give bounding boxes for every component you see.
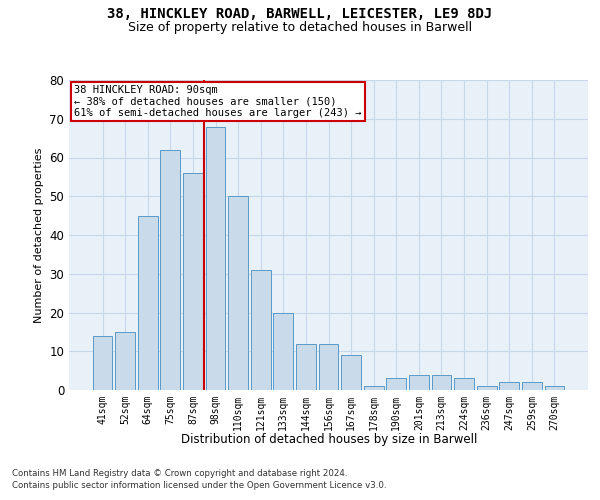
Bar (341, 355, 361, 390)
Bar (206, 126, 226, 390)
Bar (364, 386, 383, 390)
Bar (454, 378, 474, 390)
Bar (183, 173, 203, 390)
Bar (138, 216, 158, 390)
Bar (160, 150, 180, 390)
Bar (319, 344, 338, 390)
Text: Distribution of detached houses by size in Barwell: Distribution of detached houses by size … (181, 432, 477, 446)
Bar (431, 374, 451, 390)
Bar (274, 312, 293, 390)
Y-axis label: Number of detached properties: Number of detached properties (34, 148, 44, 322)
Bar (522, 382, 542, 390)
Bar (477, 386, 497, 390)
Bar (386, 378, 406, 390)
Bar (251, 270, 271, 390)
Bar (115, 332, 135, 390)
Text: 38, HINCKLEY ROAD, BARWELL, LEICESTER, LE9 8DJ: 38, HINCKLEY ROAD, BARWELL, LEICESTER, L… (107, 8, 493, 22)
Bar (545, 386, 565, 390)
Text: Contains HM Land Registry data © Crown copyright and database right 2024.: Contains HM Land Registry data © Crown c… (12, 468, 347, 477)
Text: Size of property relative to detached houses in Barwell: Size of property relative to detached ho… (128, 21, 472, 34)
Text: Contains public sector information licensed under the Open Government Licence v3: Contains public sector information licen… (12, 481, 386, 490)
Bar (296, 344, 316, 390)
Text: 38 HINCKLEY ROAD: 90sqm
← 38% of detached houses are smaller (150)
61% of semi-d: 38 HINCKLEY ROAD: 90sqm ← 38% of detache… (74, 84, 362, 118)
Bar (228, 196, 248, 390)
Bar (499, 382, 519, 390)
Bar (92, 336, 112, 390)
Bar (409, 374, 429, 390)
